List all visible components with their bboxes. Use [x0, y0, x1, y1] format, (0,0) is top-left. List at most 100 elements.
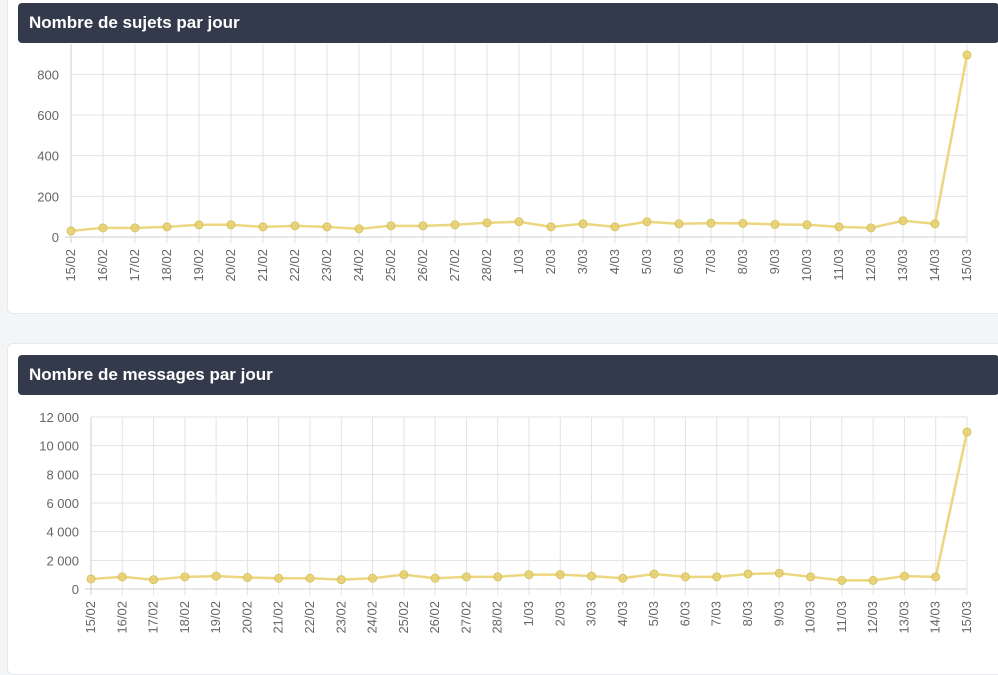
topics-per-day-card: Nombre de sujets par jour 0 200 400 600 800 1…: [7, 0, 998, 314]
data-point: [866, 223, 876, 233]
y-tick-label: 0: [52, 230, 59, 245]
x-tick-label: 8/03: [735, 249, 750, 274]
data-point: [242, 573, 252, 583]
y-tick-label: 10 000: [39, 439, 79, 454]
x-tick-label: 1/03: [521, 601, 536, 626]
data-point: [774, 568, 784, 578]
x-tick-label: 6/03: [671, 249, 686, 274]
data-point: [546, 222, 556, 232]
y-tick-label: 200: [37, 189, 59, 204]
data-point: [642, 217, 652, 227]
data-point: [336, 575, 346, 585]
x-tick-label: 17/02: [146, 601, 161, 634]
data-point: [834, 222, 844, 232]
x-tick-label: 18/02: [177, 601, 192, 634]
data-point: [430, 573, 440, 583]
data-point: [368, 573, 378, 583]
x-tick-label: 6/03: [677, 601, 692, 626]
x-tick-label: 19/02: [191, 249, 206, 282]
data-point: [211, 571, 221, 581]
data-point: [706, 218, 716, 228]
x-tick-label: 19/02: [208, 601, 223, 634]
x-tick-label: 8/03: [740, 601, 755, 626]
y-tick-label: 12 000: [39, 410, 79, 425]
x-tick-label: 23/02: [319, 249, 334, 282]
data-point: [674, 219, 684, 229]
x-tick-label: 5/03: [639, 249, 654, 274]
x-tick-label: 25/02: [396, 601, 411, 634]
x-tick-label: 4/03: [615, 601, 630, 626]
x-tick-label: 3/03: [584, 601, 599, 626]
x-tick-label: 4/03: [607, 249, 622, 274]
data-point: [305, 573, 315, 583]
messages-chart-title: Nombre de messages par jour: [18, 355, 998, 395]
data-point: [162, 222, 172, 232]
x-tick-label: 28/02: [490, 601, 505, 634]
messages-per-day-chart: 0 2 000 4 000 6 000 8 000 10 000 12 000 15/02 16…: [39, 410, 974, 634]
x-tick-label: 24/02: [351, 249, 366, 282]
x-tick-label: 20/02: [223, 249, 238, 282]
x-tick-label: 27/02: [447, 249, 462, 282]
x-tick-label: 16/02: [95, 249, 110, 282]
x-tick-label: 20/02: [239, 601, 254, 634]
gridlines: [70, 44, 968, 243]
data-point: [555, 570, 565, 580]
y-tick-label: 8 000: [46, 467, 79, 482]
x-tick-label: 3/03: [575, 249, 590, 274]
x-tick-label: 24/02: [365, 601, 380, 634]
x-tick-label: 11/03: [831, 249, 846, 281]
topics-chart-title: Nombre de sujets par jour: [18, 3, 998, 43]
x-tick-label: 2/03: [552, 601, 567, 626]
x-tick-label: 7/03: [709, 601, 724, 626]
data-point: [386, 221, 396, 231]
x-tick-label: 7/03: [703, 249, 718, 274]
data-point: [868, 575, 878, 585]
data-point: [450, 220, 460, 230]
x-tick-label: 15/02: [63, 249, 78, 282]
y-tick-label: 2 000: [46, 553, 79, 568]
x-tick-label: 26/02: [427, 601, 442, 634]
data-point: [930, 219, 940, 229]
y-tick-label: 4 000: [46, 525, 79, 540]
x-tick-label: 5/03: [646, 601, 661, 626]
data-point: [806, 572, 816, 582]
data-point: [418, 221, 428, 231]
gridlines: [90, 416, 968, 595]
data-point: [117, 572, 127, 582]
data-point: [802, 220, 812, 230]
data-point: [149, 575, 159, 585]
data-point: [514, 217, 524, 227]
x-tick-label: 13/03: [896, 601, 911, 634]
x-tick-label: 13/03: [895, 249, 910, 282]
x-tick-label: 25/02: [383, 249, 398, 282]
data-point: [610, 222, 620, 232]
data-point: [743, 569, 753, 579]
x-tick-label: 18/02: [159, 249, 174, 282]
y-tick-label: 6 000: [46, 496, 79, 511]
data-point: [66, 226, 76, 236]
data-point: [274, 573, 284, 583]
data-point: [770, 219, 780, 229]
x-tick-label: 21/02: [255, 249, 270, 282]
data-point: [837, 575, 847, 585]
x-tick-label: 14/03: [927, 249, 942, 282]
y-tick-label: 600: [37, 108, 59, 123]
data-point: [399, 570, 409, 580]
x-tick-label: 11/03: [834, 601, 849, 633]
x-tick-label: 10/03: [799, 249, 814, 282]
x-tick-label: 28/02: [479, 249, 494, 282]
data-point: [180, 572, 190, 582]
x-tick-label: 22/02: [302, 601, 317, 634]
data-point: [587, 571, 597, 581]
topics-per-day-chart: 0 200 400 600 800 15/02 16/02 17/02 18/02 19/02 20…: [37, 44, 974, 282]
x-tick-label: 12/03: [865, 601, 880, 634]
data-point: [322, 222, 332, 232]
x-tick-label: 1/03: [511, 249, 526, 274]
data-point: [899, 571, 909, 581]
data-point: [290, 221, 300, 231]
data-point: [482, 218, 492, 228]
data-point: [738, 218, 748, 228]
x-tick-label: 16/02: [114, 601, 129, 634]
data-point: [258, 222, 268, 232]
data-point: [649, 569, 659, 579]
